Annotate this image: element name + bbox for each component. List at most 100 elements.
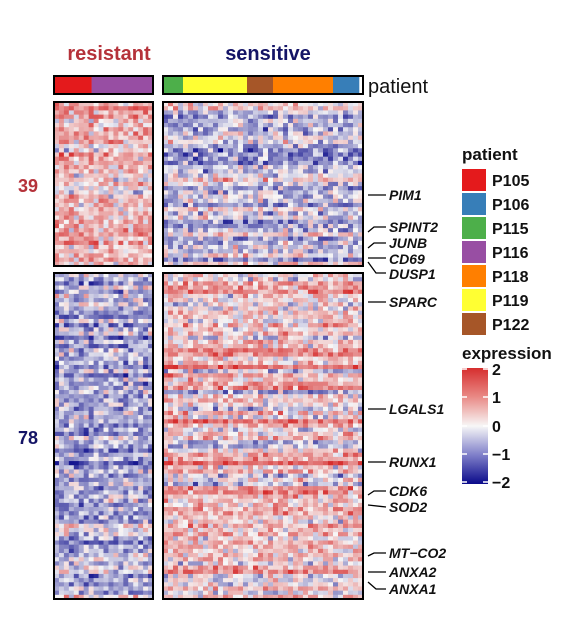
heatmap-cell xyxy=(128,160,134,166)
heatmap-cell xyxy=(263,364,269,370)
heatmap-cell xyxy=(103,565,109,571)
heatmap-cell xyxy=(123,477,129,483)
heatmap-cell xyxy=(328,123,334,128)
heatmap-cell xyxy=(93,314,99,320)
heatmap-cell xyxy=(133,494,139,500)
heatmap-cell xyxy=(78,511,85,516)
heatmap-cell xyxy=(203,323,209,328)
heatmap-cell xyxy=(58,244,65,250)
heatmap-cell xyxy=(183,298,189,303)
heatmap-cell xyxy=(273,314,279,320)
heatmap-cell xyxy=(208,169,214,174)
heatmap-cell xyxy=(148,190,154,195)
heatmap-cell xyxy=(173,169,179,174)
heatmap-cell xyxy=(308,381,314,387)
heatmap-cell xyxy=(138,565,144,571)
heatmap-cell xyxy=(298,102,304,107)
heatmap-cell xyxy=(283,198,289,204)
heatmap-cell xyxy=(183,253,189,258)
heatmap-cell xyxy=(138,314,144,320)
heatmap-cell xyxy=(203,131,209,137)
heatmap-cell xyxy=(298,364,304,370)
heatmap-cell xyxy=(323,364,329,370)
heatmap-cell xyxy=(188,318,194,324)
heatmap-cell xyxy=(58,223,65,229)
heatmap-cell xyxy=(113,557,119,562)
heatmap-cell xyxy=(348,139,354,145)
heatmap-cell xyxy=(68,219,75,225)
heatmap-cell xyxy=(238,249,244,254)
heatmap-cell xyxy=(168,228,174,233)
heatmap-cell xyxy=(203,169,209,174)
heatmap-cell xyxy=(253,373,259,378)
heatmap-cell xyxy=(208,339,214,345)
heatmap-cell xyxy=(128,465,134,470)
heatmap-cell xyxy=(58,511,65,516)
heatmap-cell xyxy=(253,289,259,295)
heatmap-cell xyxy=(133,594,139,600)
heatmap-cell xyxy=(163,323,169,328)
heatmap-cell xyxy=(118,373,124,378)
heatmap-cell xyxy=(203,110,209,116)
heatmap-cell xyxy=(138,590,144,596)
heatmap-cell xyxy=(73,211,80,216)
heatmap-cell xyxy=(208,232,214,237)
heatmap-cell xyxy=(73,160,80,166)
heatmap-cell xyxy=(138,110,144,116)
heatmap-cell xyxy=(58,390,65,395)
heatmap-cell xyxy=(113,223,119,229)
heatmap-cell xyxy=(133,106,139,111)
heatmap-cell xyxy=(83,144,90,149)
heatmap-cell xyxy=(88,385,94,391)
heatmap-cell xyxy=(103,173,109,179)
heatmap-cell xyxy=(63,261,70,267)
heatmap-cell xyxy=(243,277,249,282)
heatmap-cell xyxy=(83,440,90,445)
heatmap-cell xyxy=(173,156,179,162)
heatmap-cell xyxy=(83,498,90,504)
heatmap-cell xyxy=(253,273,259,278)
heatmap-cell xyxy=(54,327,60,332)
heatmap-cell xyxy=(148,331,154,337)
heatmap-cell xyxy=(273,253,279,258)
heatmap-cell xyxy=(263,339,269,345)
heatmap-cell xyxy=(123,173,129,179)
heatmap-cell xyxy=(113,144,119,149)
heatmap-cell xyxy=(208,135,214,141)
heatmap-cell xyxy=(283,240,289,246)
heatmap-cell xyxy=(73,540,80,546)
heatmap-cell xyxy=(308,331,314,337)
heatmap-cell xyxy=(54,198,60,204)
heatmap-cell xyxy=(218,327,224,332)
heatmap-cell xyxy=(303,106,309,111)
heatmap-cell xyxy=(63,390,70,395)
heatmap-cell xyxy=(293,165,299,170)
heatmap-cell xyxy=(358,144,364,149)
heatmap-cell xyxy=(223,190,229,195)
heatmap-cell xyxy=(73,144,80,149)
heatmap-cell xyxy=(83,511,90,516)
heatmap-cell xyxy=(113,490,119,495)
heatmap-cell xyxy=(273,219,279,225)
heatmap-cell xyxy=(218,289,224,295)
heatmap-cell xyxy=(88,477,94,483)
heatmap-cell xyxy=(353,352,359,357)
heatmap-cell xyxy=(113,444,119,449)
heatmap-cell xyxy=(73,452,80,458)
heatmap-cell xyxy=(288,273,294,278)
heatmap-cell xyxy=(103,198,109,204)
heatmap-cell xyxy=(198,293,204,299)
heatmap-cell xyxy=(73,215,80,221)
heatmap-cell xyxy=(233,373,239,378)
heatmap-cell xyxy=(323,285,329,291)
heatmap-cell xyxy=(333,298,339,303)
heatmap-cell xyxy=(103,215,109,221)
heatmap-cell xyxy=(58,114,65,120)
heatmap-cell xyxy=(173,310,179,316)
heatmap-cell xyxy=(228,181,234,187)
heatmap-cell xyxy=(133,135,139,141)
heatmap-cell xyxy=(93,211,99,216)
heatmap-cell xyxy=(228,194,234,200)
heatmap-cell xyxy=(333,106,339,111)
heatmap-cell xyxy=(183,348,189,353)
